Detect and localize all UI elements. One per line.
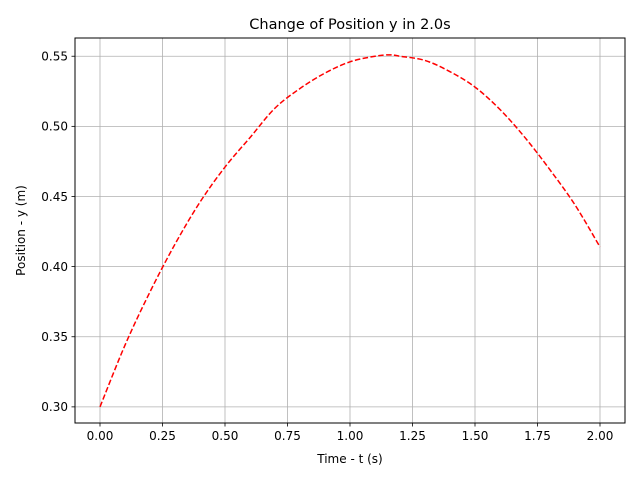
y-tick-label: 0.55 [41, 50, 68, 64]
grid [75, 38, 625, 423]
series-line [99, 54, 601, 408]
series-layer [99, 54, 601, 408]
y-tick-label: 0.50 [41, 120, 68, 134]
y-axis-label: Position - y (m) [14, 185, 28, 276]
x-tick-label: 0.50 [212, 429, 239, 443]
y-tick-label: 0.30 [41, 400, 68, 414]
y-tick-label: 0.45 [41, 190, 68, 204]
x-axis-label: Time - t (s) [316, 452, 382, 466]
x-tick-label: 0.75 [274, 429, 301, 443]
x-axis: 0.00 0.25 0.50 0.75 1.00 1.25 1.50 1.75 2.00 [87, 423, 614, 443]
x-tick-label: 1.75 [524, 429, 551, 443]
y-tick-label: 0.40 [41, 260, 68, 274]
x-tick-label: 0.25 [149, 429, 176, 443]
x-tick-label: 1.25 [399, 429, 426, 443]
x-tick-label: 0.00 [87, 429, 114, 443]
y-tick-label: 0.35 [41, 330, 68, 344]
x-tick-label: 1.00 [337, 429, 364, 443]
y-axis: 0.30 0.35 0.40 0.45 0.50 0.55 [41, 50, 75, 414]
x-tick-label: 2.00 [587, 429, 614, 443]
x-tick-label: 1.50 [462, 429, 489, 443]
chart-title: Change of Position y in 2.0s [249, 17, 450, 33]
